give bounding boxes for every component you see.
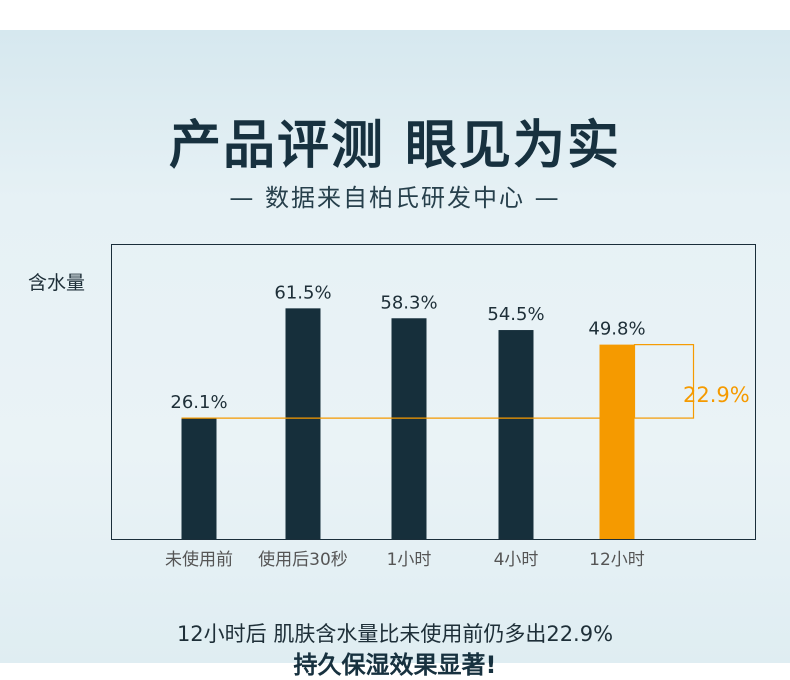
- bar-2: [391, 318, 427, 539]
- y-axis-label: 含水量: [28, 272, 86, 294]
- summary-text: 12小时后 肌肤含水量比未使用前仍多出22.9%: [176, 622, 614, 646]
- bar-3: [498, 330, 534, 539]
- data-label-2: 58.3%: [380, 292, 437, 313]
- data-label-3: 54.5%: [487, 304, 544, 325]
- bar-0: [181, 418, 217, 539]
- category-label-1: 使用后30秒: [258, 549, 348, 570]
- bar-1: [285, 308, 321, 539]
- page-title: 产品评测 眼见为实: [168, 116, 622, 176]
- bar-chart: 26.1% 未使用前 61.5% 使用后30秒 58.3% 1小时 54.5% 4小时 49.8…: [111, 244, 756, 570]
- bar-4: [599, 344, 635, 539]
- plot-frame: [111, 244, 756, 540]
- data-label-0: 26.1%: [170, 392, 227, 413]
- category-label-3: 4小时: [494, 550, 539, 570]
- difference-annotation: 22.9%: [683, 383, 750, 407]
- difference-box: [633, 344, 695, 419]
- data-label-4: 49.8%: [588, 319, 645, 340]
- category-label-4: 12小时: [589, 550, 645, 570]
- category-label-2: 1小时: [387, 550, 432, 570]
- data-label-1: 61.5%: [274, 282, 331, 303]
- category-label-0: 未使用前: [165, 549, 233, 570]
- page-subtitle: — 数据来自柏氏研发中心 —: [229, 184, 561, 212]
